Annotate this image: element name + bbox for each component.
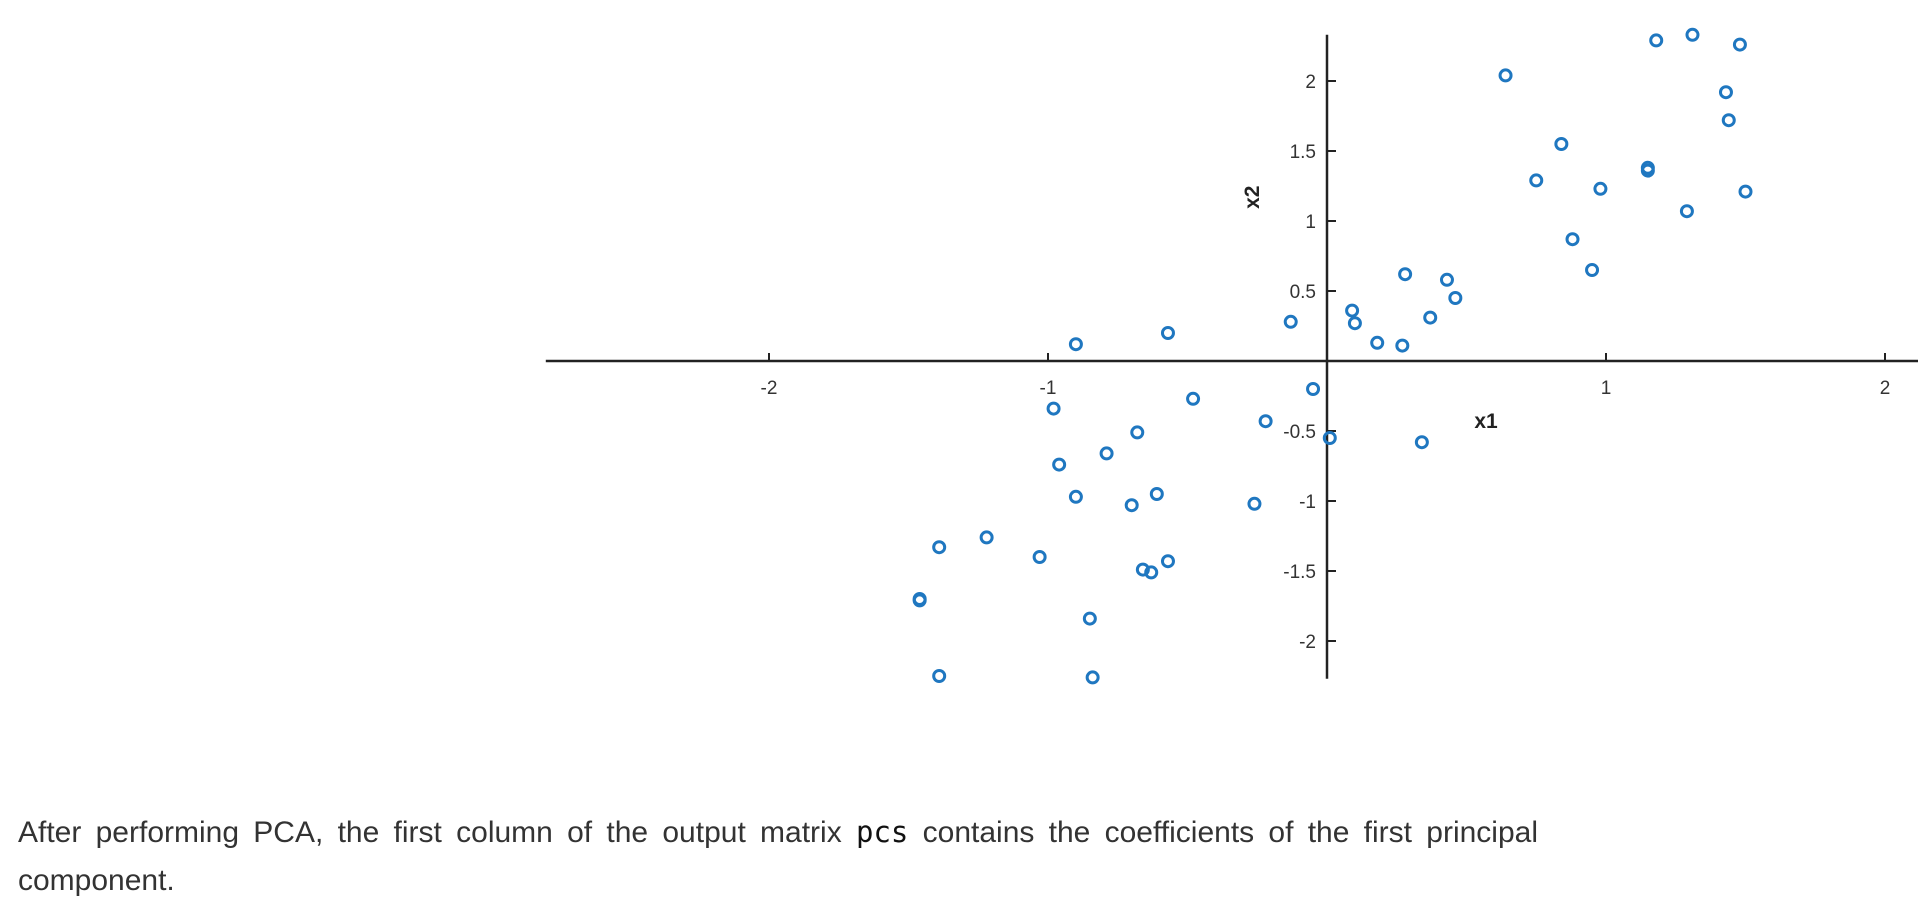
data-point — [1322, 431, 1337, 445]
data-point — [1395, 338, 1410, 353]
data-point — [1135, 562, 1150, 577]
tick-labels: -2 -1 1 2 -2 -1.5 -1 -0.5 0.5 1 1.5 2 — [761, 72, 1891, 653]
x-tick-label: -2 — [761, 378, 778, 399]
data-point — [1124, 498, 1139, 513]
data-point — [1082, 611, 1097, 626]
caption-text-after: contains the coefficients of the first p… — [18, 816, 1538, 897]
data-point — [1448, 291, 1463, 305]
data-points — [912, 27, 1753, 685]
data-point — [1718, 85, 1733, 100]
y-tick-label: -0.5 — [1283, 422, 1316, 443]
data-point — [1160, 554, 1175, 569]
data-point — [1685, 27, 1700, 42]
data-point — [1046, 401, 1061, 416]
data-point — [1370, 335, 1385, 350]
axes — [545, 34, 1918, 679]
data-point — [1649, 33, 1664, 48]
data-point — [1258, 414, 1273, 429]
data-point — [1498, 68, 1513, 83]
data-point — [912, 593, 927, 608]
data-point — [1144, 565, 1159, 580]
tick-marks — [768, 80, 1886, 642]
data-point — [1068, 489, 1083, 504]
y-axis-title: x2 — [1241, 186, 1264, 209]
data-point — [1247, 496, 1262, 511]
x-tick-label: 2 — [1880, 378, 1891, 399]
data-point — [1640, 163, 1655, 178]
data-point — [1283, 314, 1298, 329]
data-point — [1085, 670, 1100, 685]
data-point — [1732, 37, 1747, 52]
data-point — [1414, 435, 1429, 450]
data-point — [1529, 173, 1544, 188]
y-tick-label: -1.5 — [1283, 562, 1316, 583]
caption-paragraph: After performing PCA, the first column o… — [18, 808, 1538, 905]
data-point — [1721, 113, 1736, 128]
data-point — [1347, 316, 1362, 331]
data-point — [1186, 391, 1201, 406]
y-tick-label: 2 — [1305, 72, 1316, 93]
x-axis-title: x1 — [1474, 410, 1498, 433]
data-point — [1565, 232, 1580, 247]
data-point — [1099, 446, 1114, 461]
y-tick-label: 1 — [1305, 212, 1316, 233]
y-tick-label: -1 — [1299, 492, 1316, 513]
data-point — [1423, 310, 1438, 325]
y-tick-label: -2 — [1299, 632, 1316, 653]
data-point — [979, 530, 994, 545]
data-point — [1068, 337, 1083, 352]
data-point — [1052, 457, 1067, 472]
data-point — [1593, 181, 1608, 196]
data-point — [1439, 272, 1454, 287]
data-point — [1032, 550, 1047, 564]
data-point — [1398, 267, 1413, 282]
data-point — [1130, 425, 1145, 440]
data-point — [1554, 137, 1569, 151]
data-point — [1679, 204, 1694, 219]
caption-text-before: After performing PCA, the first column o… — [18, 816, 856, 849]
x-tick-label: 1 — [1601, 378, 1612, 399]
data-point — [1306, 382, 1321, 396]
data-point — [1345, 303, 1360, 318]
caption-code-pcs: pcs — [855, 815, 909, 849]
data-point — [1585, 263, 1600, 277]
data-point — [932, 540, 947, 555]
data-point — [932, 669, 947, 683]
scatter-chart: -2 -1 1 2 -2 -1.5 -1 -0.5 0.5 1 1.5 2 x1 x2 — [545, 27, 1918, 685]
y-tick-label: 1.5 — [1290, 142, 1316, 163]
data-point — [1738, 184, 1753, 199]
x-tick-label: -1 — [1040, 378, 1057, 399]
y-tick-label: 0.5 — [1290, 282, 1316, 303]
data-point — [1149, 487, 1164, 501]
data-point — [1160, 326, 1175, 340]
